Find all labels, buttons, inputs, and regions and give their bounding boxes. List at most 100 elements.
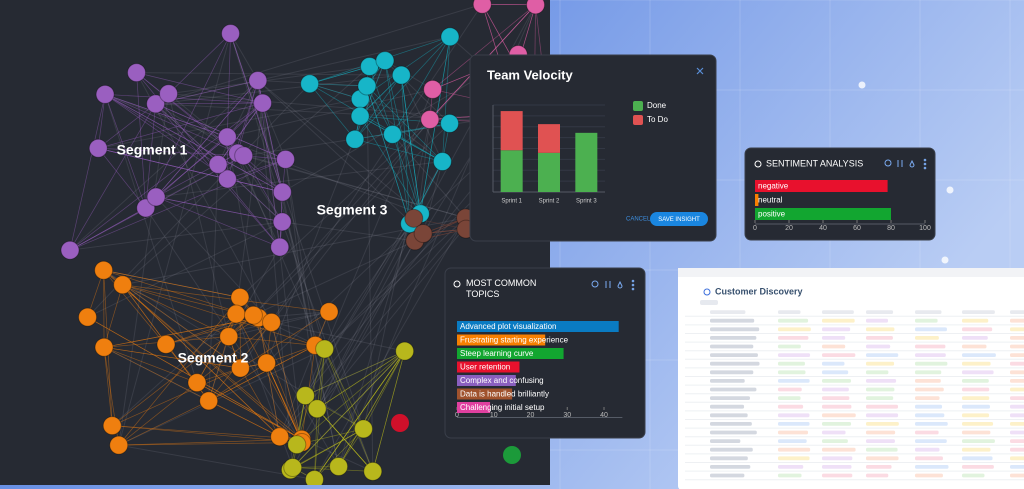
network-node <box>78 307 98 327</box>
cell-pill <box>915 465 949 469</box>
cell-pill <box>915 430 939 435</box>
network-edge <box>324 348 374 472</box>
bar-segment <box>500 111 523 151</box>
network-edge <box>354 138 443 162</box>
network-node <box>226 304 246 324</box>
network-edge <box>314 350 405 480</box>
table-card <box>678 268 1024 489</box>
cell-pill <box>866 327 895 332</box>
network-node <box>315 339 335 359</box>
network-edge <box>155 136 228 198</box>
network-node <box>60 240 80 260</box>
cell-pill <box>866 473 889 478</box>
network-node <box>253 93 273 113</box>
network-edge <box>69 80 259 251</box>
network-edge <box>103 270 303 443</box>
network-edge <box>359 74 402 117</box>
network-edge <box>281 192 340 467</box>
network-edge <box>230 33 364 430</box>
table-rows <box>685 300 1024 481</box>
cell-pill <box>962 422 994 426</box>
cell-pill <box>866 336 893 340</box>
cell-pill <box>1010 344 1024 349</box>
network-edge <box>118 348 325 446</box>
cell-pill <box>962 465 994 469</box>
cell-pill <box>822 404 852 409</box>
bar-label: Complex and confusing <box>460 376 544 385</box>
bar <box>457 402 491 413</box>
network-edge <box>239 3 483 369</box>
network-node <box>94 337 114 357</box>
cell-pill <box>962 447 991 452</box>
x-tick-label: 20 <box>785 225 793 232</box>
network-edge <box>290 350 405 471</box>
network-edge <box>305 350 405 397</box>
network-node <box>440 113 460 133</box>
cell-pill <box>1010 396 1024 400</box>
cell-pill <box>915 361 948 366</box>
network-edge <box>296 350 405 445</box>
network-edge <box>292 240 416 468</box>
network-edge <box>316 161 443 409</box>
network-edge <box>400 75 410 224</box>
network-edge <box>118 442 302 446</box>
save-button-label[interactable]: SAVE INSIGHT <box>658 217 700 223</box>
cell-pill <box>915 422 948 426</box>
network-edge <box>226 33 231 137</box>
cancel-button[interactable]: CANCEL <box>626 217 651 223</box>
bar-label: Advanced plot visualization <box>460 322 557 331</box>
network-edge <box>384 60 410 224</box>
bar <box>457 321 619 332</box>
network-edge <box>145 207 303 443</box>
card-toolbar[interactable] <box>884 158 927 170</box>
network-edge <box>104 94 228 138</box>
bar-label: negative <box>758 182 789 191</box>
cell-pill <box>778 473 802 478</box>
cell-pill <box>710 344 754 349</box>
network-node <box>353 419 373 439</box>
cell-pill <box>822 361 845 366</box>
cell-pill <box>822 387 849 392</box>
network-node <box>102 416 122 436</box>
card-toolbar[interactable] <box>591 279 635 291</box>
x-tick-label: 60 <box>853 225 861 232</box>
bar <box>755 208 891 220</box>
network-edge <box>400 75 421 214</box>
close-button[interactable] <box>696 67 704 75</box>
network-edge <box>359 115 443 162</box>
network-edge <box>324 217 466 350</box>
x-tick-label: Sprint 1 <box>501 199 522 205</box>
cell-pill <box>778 456 810 461</box>
network-edge <box>290 428 364 471</box>
bar-label: positive <box>758 210 786 219</box>
cell-pill <box>915 439 947 443</box>
save-button[interactable] <box>650 212 708 226</box>
network-edge <box>165 311 330 345</box>
network-node <box>156 334 176 354</box>
network-edge <box>366 85 393 135</box>
network-edge <box>155 196 272 323</box>
network-edge <box>338 223 411 467</box>
network-node <box>217 169 237 189</box>
network-edge <box>266 362 303 443</box>
bg-dot <box>946 186 954 194</box>
network-edge <box>98 98 361 149</box>
network-edge <box>227 159 286 180</box>
cell-pill <box>962 353 996 357</box>
network-edge <box>208 362 267 402</box>
cell-pill <box>822 318 855 323</box>
x-tick-label: 20 <box>527 412 535 419</box>
network-edge <box>136 72 147 209</box>
cell-pill <box>962 327 993 332</box>
network-edge <box>98 147 283 193</box>
network-edge <box>208 336 230 402</box>
network-node <box>95 84 115 104</box>
network-edge <box>227 80 259 180</box>
network-edge <box>253 315 303 440</box>
network-edge <box>103 346 198 383</box>
network-edge <box>235 313 303 440</box>
cell-pill <box>822 353 856 357</box>
network-node <box>230 358 250 378</box>
network-edge <box>98 147 283 193</box>
